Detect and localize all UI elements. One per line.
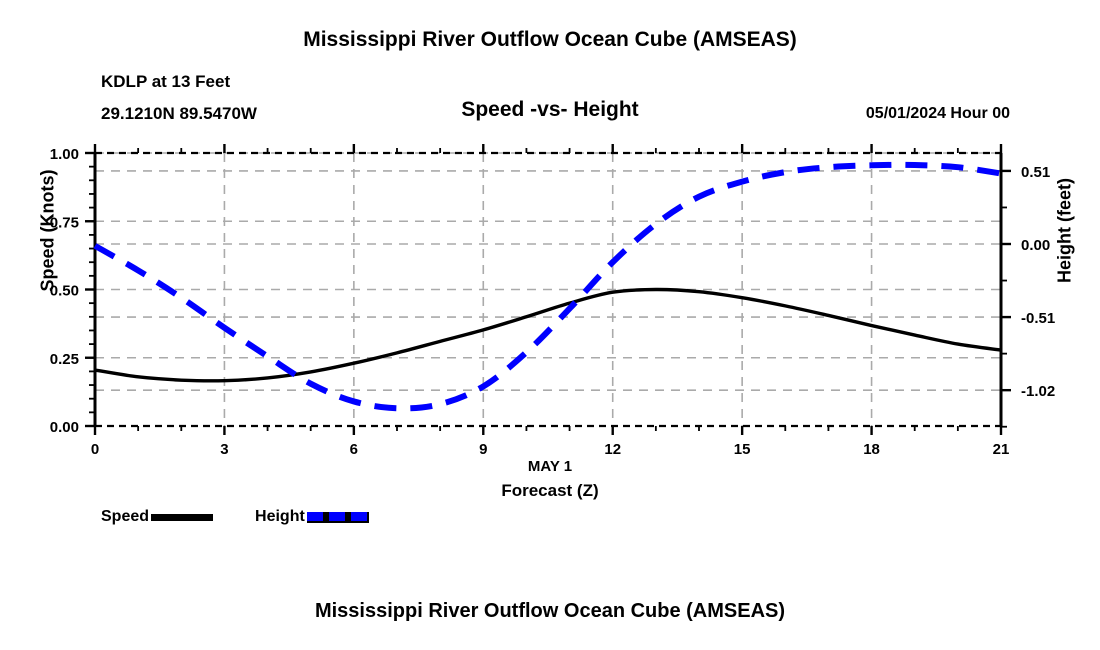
y-tick-label-right: 0.51	[1021, 164, 1050, 181]
legend-swatch-height-line	[306, 511, 369, 523]
y-tick-label-left: 0.50	[50, 283, 79, 300]
station-coordinates-label: 29.1210N 89.5470W	[101, 104, 257, 123]
y-tick-label-right: -1.02	[1021, 383, 1055, 400]
x-tick-label: 3	[220, 441, 228, 458]
y-tick-label-left: 0.00	[50, 419, 79, 436]
y-axis-left-label: Speed (Knots)	[37, 169, 58, 292]
y-tick-label-right: 0.00	[1021, 237, 1050, 254]
series-line-height	[93, 161, 1002, 412]
x-tick-label: 15	[734, 441, 751, 458]
x-axis-day-label: MAY 1	[527, 458, 573, 475]
footer-title: Mississippi River Outflow Ocean Cube (AM…	[314, 600, 786, 622]
x-tick-label: 0	[91, 441, 99, 458]
chart-subtitle: Speed -vs- Height	[461, 98, 639, 121]
chart-legend: Speed Height	[101, 508, 369, 526]
x-tick-label: 21	[993, 441, 1010, 458]
y-tick-label-left: 1.00	[50, 146, 79, 163]
station-name-label: KDLP at 13 Feet	[101, 72, 231, 91]
x-tick-label: 9	[479, 441, 487, 458]
y-tick-label-left: 0.75	[50, 214, 79, 231]
legend-item-height: Height	[255, 508, 369, 526]
x-tick-label: 6	[350, 441, 358, 458]
y-tick-label-left: 0.25	[50, 351, 79, 368]
run-datetime-label: 05/01/2024 Hour 00	[865, 105, 1010, 122]
x-tick-label: 12	[604, 441, 621, 458]
legend-swatch-speed-line	[151, 513, 214, 521]
y-tick-label-right: -0.51	[1021, 310, 1055, 327]
legend-item-speed: Speed	[101, 508, 255, 526]
y-axis-right-label: Height (feet)	[1054, 178, 1075, 283]
legend-label-speed: Speed	[101, 508, 150, 525]
page-title: Mississippi River Outflow Ocean Cube (AM…	[303, 28, 797, 51]
series-line-speed	[94, 287, 1002, 383]
x-tick-label: 18	[863, 441, 880, 458]
x-axis-label: Forecast (Z)	[501, 481, 599, 500]
legend-label-height: Height	[255, 508, 305, 525]
